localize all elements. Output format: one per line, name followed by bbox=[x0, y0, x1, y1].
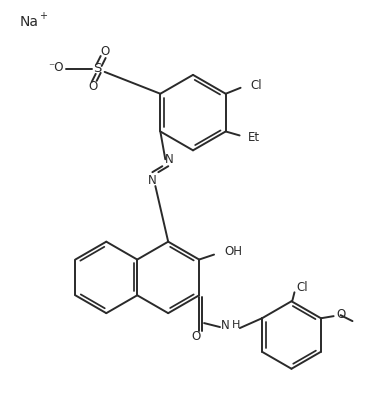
Text: S: S bbox=[94, 62, 102, 75]
Text: O: O bbox=[192, 331, 201, 344]
Text: O: O bbox=[337, 308, 346, 321]
Text: N: N bbox=[148, 174, 157, 187]
Text: Cl: Cl bbox=[296, 281, 308, 294]
Text: O: O bbox=[88, 80, 97, 93]
Text: OH: OH bbox=[224, 245, 242, 258]
Text: ⁻O: ⁻O bbox=[48, 61, 64, 74]
Text: Cl: Cl bbox=[251, 79, 262, 92]
Text: Et: Et bbox=[248, 131, 260, 144]
Text: N: N bbox=[221, 319, 229, 332]
Text: N: N bbox=[165, 153, 174, 166]
Text: +: + bbox=[39, 11, 47, 21]
Text: Na: Na bbox=[19, 15, 38, 29]
Text: O: O bbox=[100, 45, 109, 58]
Text: H: H bbox=[232, 320, 240, 330]
